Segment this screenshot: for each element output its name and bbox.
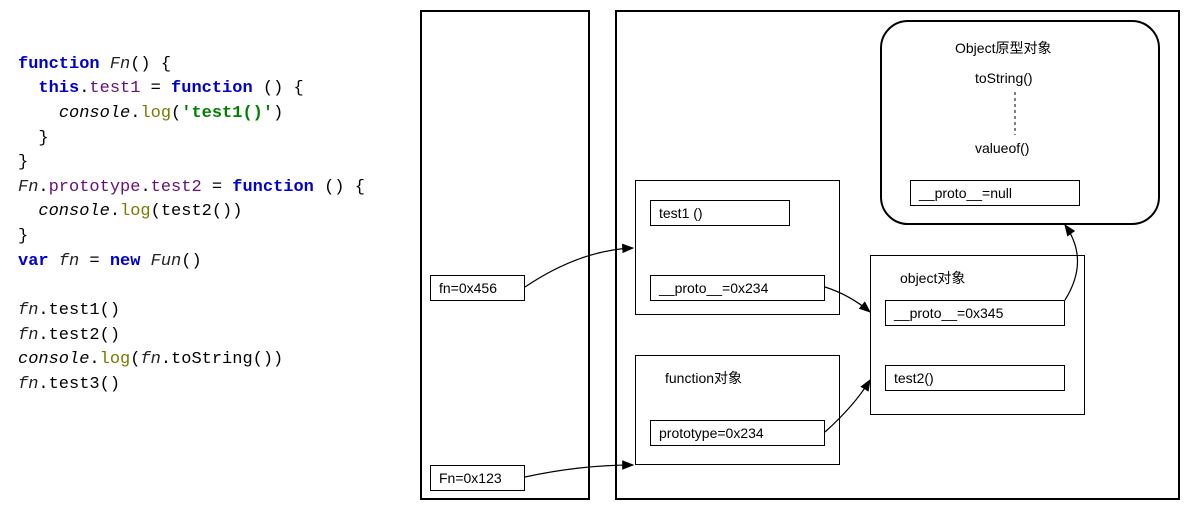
t: = xyxy=(79,252,110,271)
str: 'test1()' xyxy=(181,104,273,123)
t: (test2()) xyxy=(151,202,243,221)
m: log xyxy=(120,202,151,221)
prop: prototype xyxy=(49,178,141,197)
t: } xyxy=(18,129,49,148)
object-prototype-tostring: toString() xyxy=(975,70,1033,86)
t: () { xyxy=(130,55,171,74)
m: log xyxy=(100,350,131,369)
t: .toString()) xyxy=(161,350,283,369)
kw-function: function xyxy=(18,55,100,74)
fn: fn xyxy=(18,326,38,345)
fn: fn xyxy=(18,375,38,394)
prop: test2 xyxy=(151,178,202,197)
instance-test1: test1 () xyxy=(650,200,790,226)
object-prototype-valueof: valueof() xyxy=(975,140,1029,156)
t: . xyxy=(79,79,89,98)
m: log xyxy=(140,104,171,123)
t: = xyxy=(140,79,171,98)
object-prototype-proto: __proto__=null xyxy=(910,180,1080,206)
fn: Fun xyxy=(151,252,182,271)
fn-name: Fn xyxy=(110,55,130,74)
t: ( xyxy=(171,104,181,123)
t: .test1() xyxy=(38,301,120,320)
t: () { xyxy=(253,79,304,98)
instance-proto: __proto__=0x234 xyxy=(650,275,825,301)
fn: Fn xyxy=(18,178,38,197)
var-Fn: Fn=0x123 xyxy=(430,465,525,491)
t: = xyxy=(202,178,233,197)
var-fn: fn=0x456 xyxy=(430,275,525,301)
t: } xyxy=(18,227,28,246)
fn: fn xyxy=(140,350,160,369)
obj: console xyxy=(38,202,109,221)
t: . xyxy=(140,178,150,197)
t: } xyxy=(18,153,28,172)
function-prototype: prototype=0x234 xyxy=(650,420,825,446)
fn: fn xyxy=(18,301,38,320)
t: .test3() xyxy=(38,375,120,394)
code-block: function Fn() { this.test1 = function ()… xyxy=(18,28,365,398)
kw-this: this xyxy=(38,79,79,98)
kw: function xyxy=(232,178,314,197)
prop: test1 xyxy=(89,79,140,98)
obj: console xyxy=(18,350,89,369)
t: . xyxy=(110,202,120,221)
t: . xyxy=(130,104,140,123)
t: ( xyxy=(130,350,140,369)
t: . xyxy=(89,350,99,369)
t: .test2() xyxy=(38,326,120,345)
t: ) xyxy=(273,104,283,123)
t: . xyxy=(38,178,48,197)
object-prototype-title: Object原型对象 xyxy=(955,38,1051,58)
t: () xyxy=(181,252,201,271)
stack-box xyxy=(420,10,590,500)
object-test2: test2() xyxy=(885,365,1065,391)
kw: new xyxy=(110,252,151,271)
object-title: object对象 xyxy=(900,268,965,288)
object-proto: __proto__=0x345 xyxy=(885,300,1065,326)
kw: var xyxy=(18,252,59,271)
fn: fn xyxy=(59,252,79,271)
t: () { xyxy=(314,178,365,197)
kw: function xyxy=(171,79,253,98)
obj: console xyxy=(59,104,130,123)
function-title: function对象 xyxy=(665,368,742,388)
